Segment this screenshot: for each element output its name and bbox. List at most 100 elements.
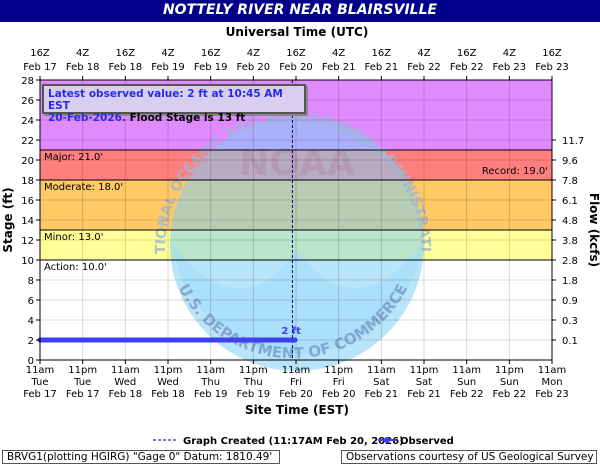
est-tick-day: Fri bbox=[333, 377, 345, 388]
est-tick-day: Sun bbox=[500, 377, 519, 388]
threshold-label: Minor: 13.0' bbox=[44, 232, 103, 243]
est-tick-date: Feb 18 bbox=[151, 389, 185, 400]
est-tick-day: Sun bbox=[457, 377, 476, 388]
utc-tick-date: Feb 21 bbox=[322, 62, 356, 73]
flow-tick-label: 2.8 bbox=[562, 256, 578, 267]
est-tick-date: Feb 18 bbox=[109, 389, 143, 400]
stage-tick-label: 0 bbox=[28, 356, 34, 367]
est-tick-day: Thu bbox=[243, 377, 263, 388]
est-tick-time: 11pm bbox=[324, 365, 353, 376]
right-axis-title: Flow (kcfs) bbox=[587, 193, 600, 267]
observed-point bbox=[165, 337, 171, 343]
stage-tick-label: 2 bbox=[28, 336, 34, 347]
top-axis-title: Universal Time (UTC) bbox=[226, 25, 369, 39]
utc-tick-date: Feb 19 bbox=[194, 62, 228, 73]
utc-tick-date: Feb 20 bbox=[279, 62, 313, 73]
utc-tick-hour: 16Z bbox=[116, 48, 136, 59]
utc-tick-hour: 4Z bbox=[417, 48, 430, 59]
stage-tick-label: 28 bbox=[21, 76, 34, 87]
utc-tick-hour: 16Z bbox=[201, 48, 221, 59]
observed-point bbox=[208, 337, 214, 343]
utc-tick-date: Feb 17 bbox=[23, 62, 57, 73]
utc-tick-date: Feb 20 bbox=[237, 62, 271, 73]
flow-tick-label: 7.8 bbox=[562, 176, 578, 187]
watermark-center-text: NOAA bbox=[239, 143, 355, 184]
est-tick-date: Feb 22 bbox=[450, 389, 484, 400]
utc-tick-hour: 4Z bbox=[161, 48, 174, 59]
est-tick-day: Fri bbox=[290, 377, 302, 388]
stage-tick-label: 12 bbox=[21, 236, 34, 247]
flow-tick-label: 0.9 bbox=[562, 296, 578, 307]
utc-tick-hour: 4Z bbox=[76, 48, 89, 59]
stage-tick-label: 24 bbox=[21, 116, 34, 127]
est-tick-day: Tue bbox=[73, 377, 91, 388]
observed-point bbox=[122, 337, 128, 343]
threshold-label: Action: 10.0' bbox=[44, 262, 107, 273]
latest-observed-notice: Latest observed value: 2 ft at 10:45 AM … bbox=[42, 84, 306, 124]
last-value-label: 2 ft bbox=[281, 326, 301, 337]
utc-tick-date: Feb 22 bbox=[407, 62, 441, 73]
left-axis-title: Stage (ft) bbox=[1, 187, 15, 252]
observed-point bbox=[250, 337, 256, 343]
stage-tick-label: 26 bbox=[21, 96, 34, 107]
utc-tick-hour: 4Z bbox=[332, 48, 345, 59]
observed-point bbox=[292, 337, 298, 343]
est-tick-time: 11am bbox=[282, 365, 311, 376]
utc-tick-date: Feb 19 bbox=[151, 62, 185, 73]
observed-point bbox=[80, 337, 86, 343]
record-label: Record: 19.0' bbox=[482, 166, 548, 177]
notice-line-1: Latest observed value: 2 ft at 10:45 AM … bbox=[48, 88, 283, 112]
est-tick-date: Feb 20 bbox=[279, 389, 313, 400]
est-tick-time: 11pm bbox=[410, 365, 439, 376]
est-tick-date: Feb 21 bbox=[365, 389, 399, 400]
flow-tick-label: 4.8 bbox=[562, 216, 578, 227]
utc-tick-date: Feb 22 bbox=[450, 62, 484, 73]
legend-observed-marker bbox=[384, 437, 390, 443]
bottom-axis-title: Site Time (EST) bbox=[245, 403, 349, 417]
est-tick-date: Feb 19 bbox=[237, 389, 271, 400]
flow-tick-label: 9.6 bbox=[562, 156, 578, 167]
utc-tick-date: Feb 23 bbox=[493, 62, 527, 73]
flow-tick-label: 0.3 bbox=[562, 316, 578, 327]
est-tick-day: Mon bbox=[541, 377, 562, 388]
utc-tick-date: Feb 18 bbox=[66, 62, 100, 73]
est-tick-time: 11am bbox=[538, 365, 567, 376]
stage-tick-label: 16 bbox=[21, 196, 34, 207]
legend-created-label: Graph Created (11:17AM Feb 20, 2026) bbox=[183, 436, 404, 447]
utc-tick-date: Feb 18 bbox=[109, 62, 143, 73]
flow-tick-label: 11.7 bbox=[562, 136, 584, 147]
title-bar bbox=[0, 0, 600, 22]
legend: Graph Created (11:17AM Feb 20, 2026) Obs… bbox=[153, 436, 454, 447]
est-tick-date: Feb 20 bbox=[322, 389, 356, 400]
est-tick-time: 11pm bbox=[68, 365, 97, 376]
stage-tick-label: 22 bbox=[21, 136, 34, 147]
est-tick-time: 11am bbox=[367, 365, 396, 376]
threshold-label: Moderate: 18.0' bbox=[44, 182, 123, 193]
est-tick-time: 11am bbox=[196, 365, 225, 376]
est-tick-day: Sat bbox=[416, 377, 432, 388]
est-tick-time: 11am bbox=[26, 365, 55, 376]
utc-tick-hour: 16Z bbox=[286, 48, 306, 59]
utc-tick-hour: 16Z bbox=[30, 48, 50, 59]
stage-tick-label: 6 bbox=[28, 296, 34, 307]
notice-date: 20-Feb-2026. bbox=[48, 112, 126, 124]
est-tick-day: Wed bbox=[114, 377, 136, 388]
chart-title: NOTTELY RIVER NEAR BLAIRSVILLE bbox=[162, 2, 438, 18]
est-tick-day: Thu bbox=[200, 377, 220, 388]
est-tick-date: Feb 19 bbox=[194, 389, 228, 400]
utc-tick-hour: 16Z bbox=[457, 48, 477, 59]
stage-tick-label: 14 bbox=[21, 216, 34, 227]
est-tick-date: Feb 17 bbox=[66, 389, 100, 400]
est-tick-time: 11pm bbox=[495, 365, 524, 376]
notice-flood-stage: Flood Stage is 13 ft bbox=[125, 112, 246, 124]
flow-tick-label: 6.1 bbox=[562, 196, 578, 207]
legend-observed-label: Observed bbox=[400, 436, 454, 447]
utc-tick-hour: 4Z bbox=[247, 48, 260, 59]
est-tick-date: Feb 22 bbox=[493, 389, 527, 400]
est-tick-day: Tue bbox=[30, 377, 48, 388]
est-tick-time: 11pm bbox=[239, 365, 268, 376]
stage-tick-label: 18 bbox=[21, 176, 34, 187]
utc-tick-date: Feb 21 bbox=[365, 62, 399, 73]
utc-tick-hour: 16Z bbox=[372, 48, 392, 59]
